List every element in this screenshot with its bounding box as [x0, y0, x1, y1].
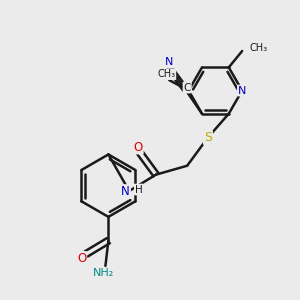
Text: O: O: [77, 252, 86, 265]
Text: N: N: [238, 85, 246, 96]
Text: CH₃: CH₃: [250, 43, 268, 53]
Text: H: H: [135, 184, 142, 194]
Text: S: S: [204, 131, 212, 144]
Text: N: N: [121, 185, 130, 198]
Text: N: N: [165, 57, 173, 67]
Text: NH₂: NH₂: [93, 268, 115, 278]
Text: CH₃: CH₃: [157, 69, 176, 79]
Text: C: C: [184, 82, 191, 93]
Text: O: O: [134, 140, 143, 154]
